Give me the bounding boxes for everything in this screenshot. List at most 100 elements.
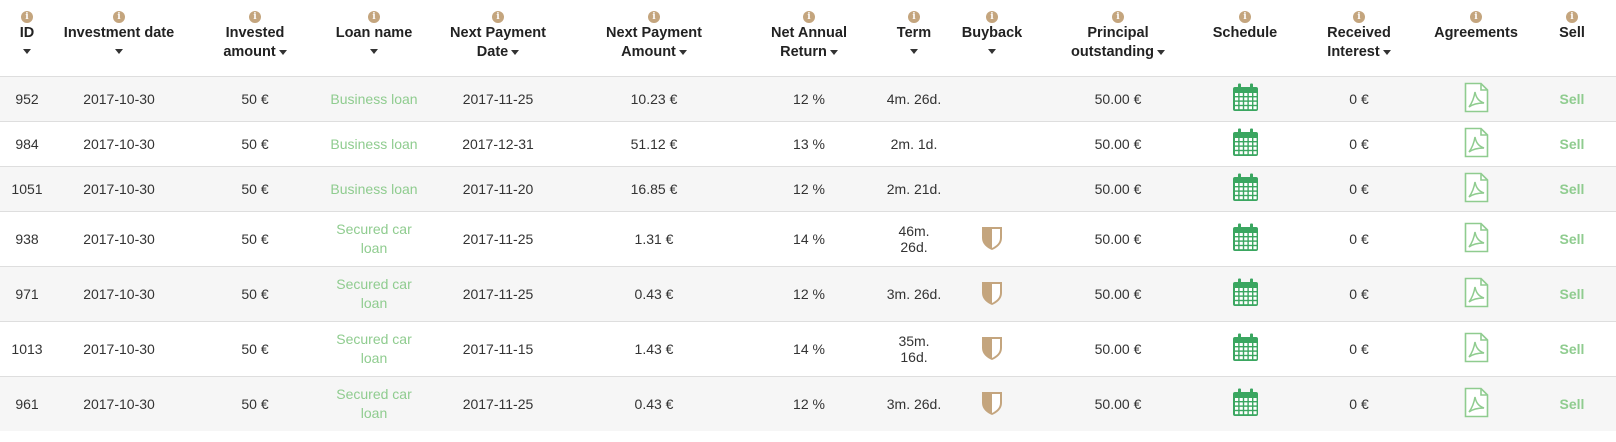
cell-next-payment-amount-value: 0.43 € [634, 396, 674, 412]
column-header-next-payment-amount[interactable]: i Next Payment Amount [574, 0, 734, 77]
cell-principal-outstanding-value: 50.00 € [1094, 181, 1142, 197]
info-icon[interactable]: i [1566, 11, 1578, 23]
column-header-sell: i Sell [1528, 0, 1616, 77]
cell-id-value: 938 [15, 231, 39, 247]
column-header-invested-amount[interactable]: i Invested amount [184, 0, 326, 77]
cell-investment-date: 2017-10-30 [54, 166, 184, 212]
info-icon[interactable]: i [113, 11, 125, 23]
calendar-icon[interactable] [1232, 333, 1259, 365]
cell-next-payment-date: 2017-11-25 [422, 376, 574, 431]
info-icon[interactable]: i [648, 11, 660, 23]
calendar-icon[interactable] [1232, 173, 1259, 205]
loan-name-link[interactable]: Secured car loan [336, 386, 412, 421]
caret-down-icon[interactable] [369, 49, 378, 54]
column-header-label: Term [896, 25, 932, 41]
sell-link[interactable]: Sell [1559, 181, 1585, 197]
loan-name-link[interactable]: Secured car loan [336, 331, 412, 366]
info-icon[interactable]: i [908, 11, 920, 23]
loan-name-link[interactable]: Business loan [330, 180, 418, 197]
caret-down-icon[interactable] [678, 49, 687, 55]
cell-investment-date-value: 2017-10-30 [83, 181, 155, 197]
column-header-net-annual-return[interactable]: i Net Annual Return [734, 0, 884, 77]
calendar-icon[interactable] [1232, 128, 1259, 160]
caret-down-icon[interactable] [829, 49, 838, 55]
caret-down-icon[interactable] [1156, 49, 1165, 55]
info-icon[interactable]: i [1239, 11, 1251, 23]
info-icon[interactable]: i [1353, 11, 1365, 23]
sell-link[interactable]: Sell [1559, 341, 1585, 357]
pdf-document-icon[interactable] [1464, 82, 1489, 116]
calendar-icon[interactable] [1232, 278, 1259, 310]
cell-investment-date: 2017-10-30 [54, 76, 184, 122]
pdf-document-icon[interactable] [1464, 277, 1489, 311]
caret-down-icon[interactable] [23, 49, 31, 54]
info-icon[interactable]: i [249, 11, 261, 23]
sell-link[interactable]: Sell [1559, 286, 1585, 302]
column-header-next-payment-date[interactable]: i Next Payment Date [422, 0, 574, 77]
caret-down-icon[interactable] [278, 49, 287, 55]
calendar-icon[interactable] [1232, 223, 1259, 255]
loan-name-link[interactable]: Business loan [330, 135, 418, 152]
info-icon[interactable]: i [803, 11, 815, 23]
table-row: 1013 2017-10-30 50 € Secured car loan 2017-1… [0, 321, 1616, 377]
column-header-term[interactable]: i Term [884, 0, 944, 77]
cell-received-interest-value: 0 € [1349, 341, 1369, 357]
table-row: 938 2017-10-30 50 € Secured car loan 2017-11… [0, 211, 1616, 267]
cell-investment-date-value: 2017-10-30 [83, 231, 155, 247]
loan-name-link[interactable]: Business loan [330, 90, 418, 107]
cell-loan-name: Secured car loan [326, 321, 422, 377]
info-icon[interactable]: i [1112, 11, 1124, 23]
pdf-document-icon[interactable] [1464, 127, 1489, 161]
sell-link[interactable]: Sell [1559, 231, 1585, 247]
sell-link[interactable]: Sell [1559, 136, 1585, 152]
cell-schedule [1196, 266, 1294, 322]
cell-buyback [944, 376, 1040, 431]
column-header-label: Invested amount [223, 25, 285, 60]
column-header-id[interactable]: i ID [0, 0, 54, 77]
cell-buyback [944, 211, 1040, 267]
investments-table: i ID i Investment date i Invested amount i Loan… [0, 0, 1616, 431]
cell-net-annual-return: 12 % [734, 376, 884, 431]
cell-invested-amount-value: 50 € [241, 136, 269, 152]
column-header-loan-name[interactable]: i Loan name [326, 0, 422, 77]
column-header-investment-date[interactable]: i Investment date [54, 0, 184, 77]
column-header-buyback[interactable]: i Buyback [944, 0, 1040, 77]
cell-loan-name: Business loan [326, 76, 422, 122]
shield-icon [981, 335, 1003, 364]
cell-next-payment-date-value: 2017-11-25 [462, 396, 534, 412]
column-header-received-interest[interactable]: i Received Interest [1294, 0, 1424, 77]
cell-id-value: 1051 [11, 181, 43, 197]
cell-buyback [944, 166, 1040, 212]
calendar-icon[interactable] [1232, 388, 1259, 420]
caret-down-icon[interactable] [1382, 49, 1391, 55]
info-icon[interactable]: i [368, 11, 380, 23]
caret-down-icon[interactable] [987, 49, 996, 54]
info-icon[interactable]: i [21, 11, 33, 23]
column-header-label-wrap: ID [20, 24, 34, 54]
loan-name-link[interactable]: Secured car loan [336, 221, 412, 256]
cell-term-value: 46m. 26d. [898, 223, 930, 255]
column-header-principal-outstanding[interactable]: i Principal outstanding [1040, 0, 1196, 77]
cell-net-annual-return: 12 % [734, 76, 884, 122]
pdf-document-icon[interactable] [1464, 222, 1489, 256]
sell-link[interactable]: Sell [1559, 396, 1585, 412]
pdf-document-icon[interactable] [1464, 332, 1489, 366]
caret-down-icon[interactable] [909, 49, 918, 54]
cell-sell: Sell [1528, 211, 1616, 267]
info-icon[interactable]: i [1470, 11, 1482, 23]
loan-name-link[interactable]: Secured car loan [336, 276, 412, 311]
cell-principal-outstanding: 50.00 € [1040, 76, 1196, 122]
sell-link[interactable]: Sell [1559, 91, 1585, 107]
info-icon[interactable]: i [492, 11, 504, 23]
cell-principal-outstanding-value: 50.00 € [1094, 231, 1142, 247]
cell-buyback [944, 321, 1040, 377]
calendar-icon[interactable] [1232, 83, 1259, 115]
caret-down-icon[interactable] [115, 49, 123, 54]
info-icon[interactable]: i [986, 11, 998, 23]
caret-down-icon[interactable] [511, 49, 520, 55]
pdf-document-icon[interactable] [1464, 387, 1489, 421]
pdf-document-icon[interactable] [1464, 172, 1489, 206]
cell-next-payment-amount-value: 1.43 € [634, 341, 674, 357]
cell-agreements [1424, 266, 1528, 322]
cell-investment-date: 2017-10-30 [54, 376, 184, 431]
